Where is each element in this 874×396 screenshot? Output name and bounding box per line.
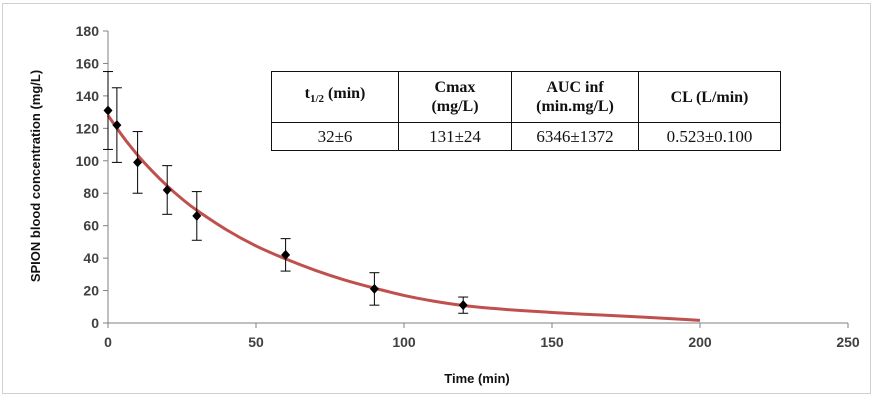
- data-point-marker: [162, 184, 172, 195]
- header-auc-line1: AUC inf: [546, 79, 604, 96]
- y-axis-title: SPION blood concentration (mg/L): [28, 70, 43, 282]
- header-cmax: Cmax (mg/L): [398, 71, 512, 123]
- data-points-group: [103, 71, 469, 314]
- y-tick-label: 20: [83, 283, 99, 299]
- chart-frame: [2, 3, 871, 394]
- x-tick-label: 150: [540, 334, 564, 350]
- y-tick-label: 160: [76, 55, 100, 71]
- header-clearance-label: CL (L/min): [670, 88, 749, 106]
- value-auc: 6346±1372: [511, 122, 639, 151]
- data-point-marker: [281, 249, 291, 260]
- value-half-life: 32±6: [271, 122, 399, 151]
- value-cmax: 131±24: [398, 122, 512, 151]
- header-auc-line2: (min.mg/L): [536, 98, 614, 115]
- x-tick-label: 100: [392, 334, 416, 350]
- y-tick-label: 40: [83, 250, 99, 266]
- x-tick-label: 50: [248, 334, 264, 350]
- fit-curve: [106, 114, 701, 322]
- data-point-marker: [192, 210, 202, 221]
- axes: 0 20 40 60 80 100 120 140 160 180 0 50 100 150 200 250: [76, 23, 860, 350]
- value-clearance: 0.523±0.100: [638, 122, 781, 151]
- header-half-life-sub: 1/2: [309, 93, 325, 106]
- pk-parameters-table: t1/2 (min) Cmax (mg/L) AUC inf (min.mg/L) …: [271, 71, 781, 151]
- y-tick-label: 120: [76, 120, 100, 136]
- data-point-marker: [369, 283, 379, 294]
- x-axis-title: Time (min): [444, 371, 510, 386]
- header-auc: AUC inf (min.mg/L): [511, 71, 639, 123]
- header-clearance: CL (L/min): [638, 71, 781, 123]
- y-tick-label: 80: [83, 185, 99, 201]
- table-row: 32±6 131±24 6346±1372 0.523±0.100: [271, 122, 781, 151]
- data-point-marker: [133, 157, 143, 168]
- header-half-life-main: t: [304, 85, 310, 103]
- header-cmax-line2: (mg/L): [431, 98, 479, 115]
- header-half-life: t1/2 (min): [271, 71, 399, 123]
- x-tick-label: 250: [836, 334, 860, 350]
- x-tick-label: 0: [104, 334, 112, 350]
- data-point-marker: [103, 105, 113, 116]
- y-tick-label: 100: [76, 153, 100, 169]
- y-tick-label: 0: [91, 315, 99, 331]
- y-tick-label: 60: [83, 218, 99, 234]
- y-tick-label: 140: [76, 88, 100, 104]
- data-point-marker: [458, 300, 468, 311]
- x-tick-label: 200: [688, 334, 712, 350]
- y-tick-label: 180: [76, 23, 100, 39]
- header-cmax-line1: Cmax: [434, 79, 476, 96]
- table-header-row: t1/2 (min) Cmax (mg/L) AUC inf (min.mg/L) …: [271, 71, 781, 123]
- fit-curve-group: [106, 114, 701, 322]
- header-half-life-unit: (min): [324, 85, 366, 103]
- data-point-marker: [112, 120, 122, 131]
